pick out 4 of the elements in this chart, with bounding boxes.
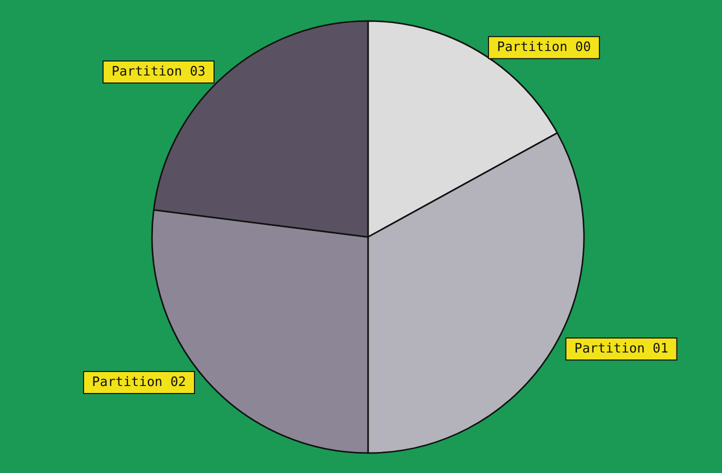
slice-label: Partition 02 xyxy=(92,374,186,390)
slice-label: Partition 03 xyxy=(112,64,206,80)
slice-label: Partition 01 xyxy=(574,341,668,356)
slice-label: Partition 00 xyxy=(496,40,591,56)
